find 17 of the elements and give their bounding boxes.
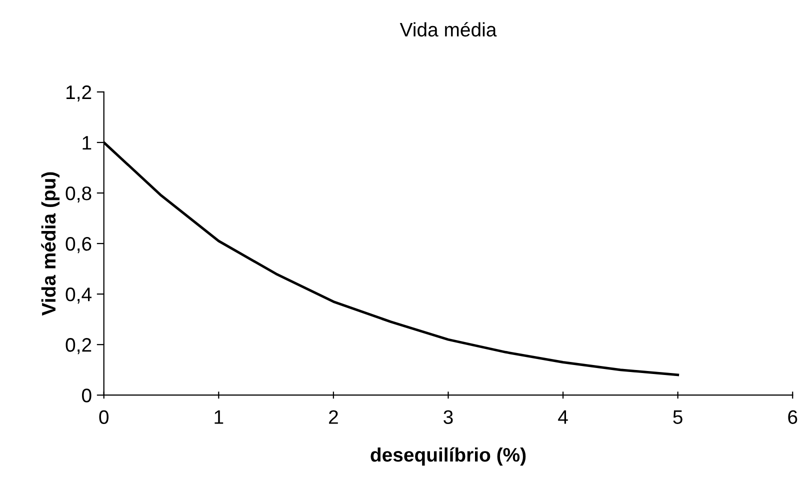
x-axis-title: desequilíbrio (%) xyxy=(370,447,526,466)
x-tick-label: 5 xyxy=(673,410,682,424)
y-tick-label: 0,2 xyxy=(66,338,92,354)
x-tick-label: 1 xyxy=(214,410,224,424)
y-tick-label: 0 xyxy=(82,388,92,402)
y-tick-label: 0,4 xyxy=(66,288,92,304)
x-tick-label: 3 xyxy=(444,410,453,424)
y-tick-label: 0,6 xyxy=(66,237,92,254)
y-tick-label: 1 xyxy=(82,136,92,150)
y-tick-label: 1,2 xyxy=(66,85,92,102)
chart-title: Vida média xyxy=(400,22,497,37)
y-axis-title: Vida média (pu) xyxy=(41,172,60,316)
x-tick-label: 6 xyxy=(788,410,798,424)
x-tick-label: 2 xyxy=(329,410,338,424)
x-tick-label: 4 xyxy=(558,410,568,424)
x-tick-label: 0 xyxy=(99,410,109,424)
y-tick-label: 0,8 xyxy=(66,186,92,203)
